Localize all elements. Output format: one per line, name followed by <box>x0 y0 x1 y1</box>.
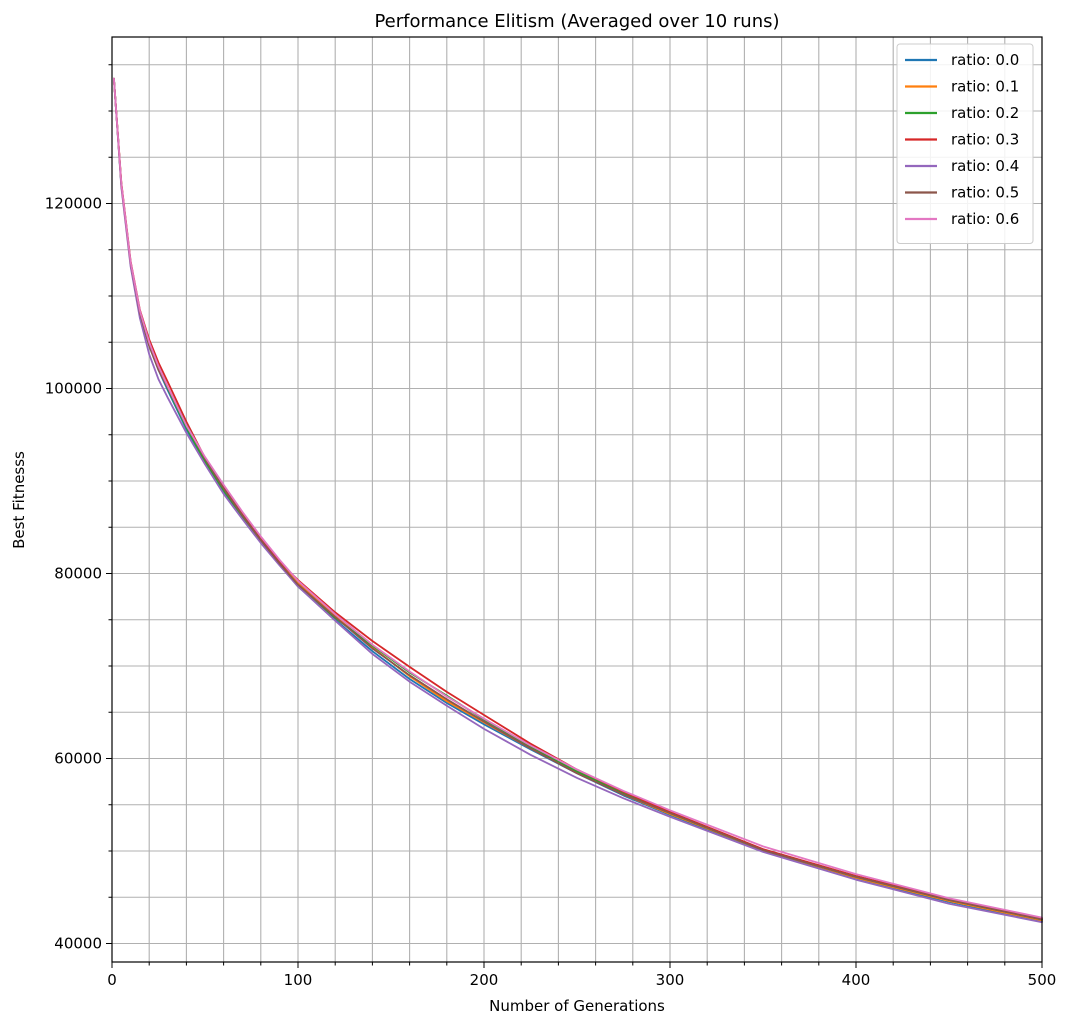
x-tick-label: 200 <box>470 971 499 989</box>
y-tick-label: 40000 <box>54 935 102 953</box>
chart-title: Performance Elitism (Averaged over 10 ru… <box>374 11 779 32</box>
legend-entry-label: ratio: 0.0 <box>951 51 1019 69</box>
y-tick-label: 60000 <box>54 750 102 768</box>
y-tick-label: 80000 <box>54 565 102 583</box>
x-tick-label: 100 <box>284 971 313 989</box>
legend-entry-label: ratio: 0.1 <box>951 78 1019 96</box>
x-tick-label: 500 <box>1028 971 1057 989</box>
series-line <box>113 77 1043 921</box>
y-tick-label: 100000 <box>45 380 102 398</box>
x-tick-label: 0 <box>107 971 117 989</box>
legend-entry-label: ratio: 0.3 <box>951 131 1019 149</box>
series-line <box>113 77 1043 924</box>
series-line <box>113 77 1043 919</box>
grid-lines <box>112 37 1042 962</box>
legend: ratio: 0.0 ratio: 0.1 ratio: 0.2 ratio: 0.3… <box>896 43 1034 244</box>
y-axis-label: Best Fitnesss <box>10 451 28 549</box>
legend-box <box>896 43 1034 244</box>
legend-entry-label: ratio: 0.2 <box>951 104 1019 122</box>
plot-area-frame <box>111 36 1043 963</box>
x-tick-label: 300 <box>656 971 685 989</box>
legend-entry-label: ratio: 0.4 <box>951 157 1019 175</box>
axis-ticks: 0 100 200 300 400 500 40000 60000 80000 100000 120… <box>45 64 1057 989</box>
y-tick-label: 120000 <box>45 195 102 213</box>
series-lines <box>113 77 1043 924</box>
x-tick-label: 400 <box>842 971 871 989</box>
legend-entry-label: ratio: 0.5 <box>951 184 1019 202</box>
x-axis-label: Number of Generations <box>489 997 665 1015</box>
legend-entry-label: ratio: 0.6 <box>951 210 1019 228</box>
